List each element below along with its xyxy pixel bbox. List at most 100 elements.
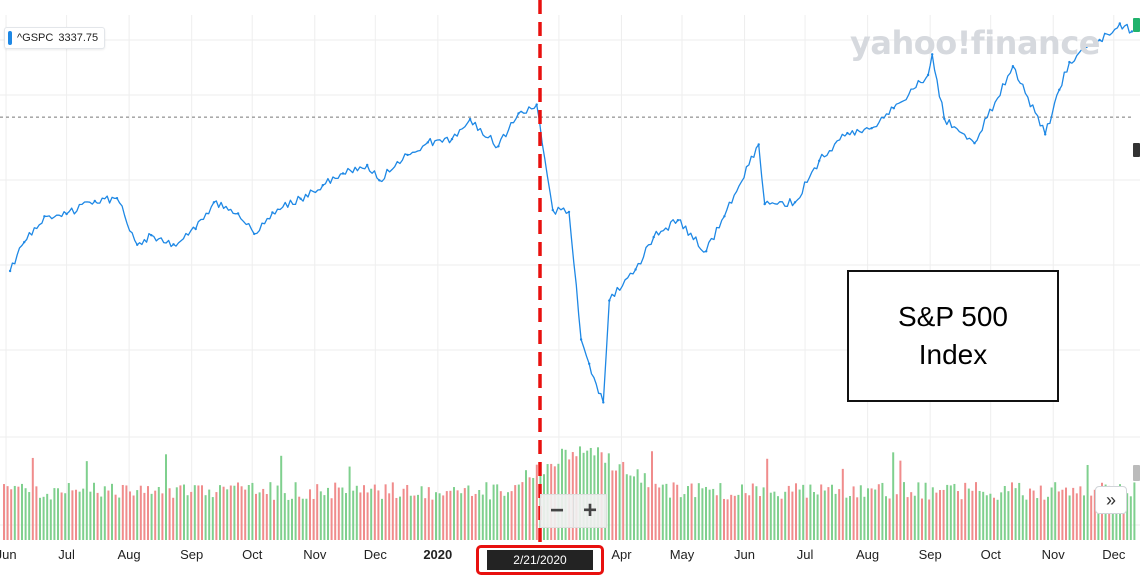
volume-bar [413,495,416,540]
volume-bar [683,494,686,540]
data-point [517,112,520,115]
x-tick-label: Apr [611,547,632,562]
volume-bar [917,482,920,540]
volume-bar [471,495,473,540]
volume-bar [334,482,337,540]
volume-bar [1014,488,1017,540]
volume-bar [460,493,463,540]
volume-bar [669,497,671,540]
volume-bar [579,446,581,540]
data-point [705,250,708,253]
data-point [450,137,454,141]
data-point [588,362,591,365]
volume-bar [798,489,801,540]
expand-chart-button[interactable]: » [1095,486,1127,514]
volume-bar [643,473,646,540]
last-price-tag [1133,18,1140,32]
volume-bar [510,491,513,540]
volume-bar [258,492,261,540]
data-point [1130,30,1134,33]
volume-bar [993,497,995,540]
volume-bar [1011,482,1013,540]
volume-bar [751,483,754,540]
volume-bar [957,491,959,540]
x-tick-label: Aug [856,547,879,562]
x-tick-label: Dec [1102,547,1126,562]
volume-bar [1072,487,1075,540]
volume-bar [453,487,455,540]
volume-bar [355,485,358,540]
data-point [299,197,302,200]
volume-bar [762,487,765,540]
data-point [236,212,240,215]
volume-bar [852,486,855,540]
volume-bar [1111,497,1114,540]
volume-bar [82,488,85,540]
volume-bar [312,498,315,540]
volume-bar [978,490,981,540]
series-line [9,22,1133,404]
volume-bar [406,484,409,540]
volume-bar [373,484,376,540]
volume-bar [665,483,668,540]
volume-bar [183,484,185,540]
volume-bar [143,492,146,540]
volume-bar [492,484,495,540]
data-point [194,227,197,231]
volume-bar [989,493,992,540]
volume-bar [1075,493,1078,540]
volume-bar [89,491,92,540]
data-point [892,107,895,110]
ticker-legend[interactable]: ^GSPC 3337.75 [4,27,106,49]
volume-bar [1133,482,1136,540]
volume-bar [856,497,859,540]
annotation-line-1: S&P 500 [897,301,1009,332]
volume-bar [1000,492,1003,540]
data-point [1118,22,1122,25]
volume-bar [528,477,531,540]
volume-bar [532,477,535,540]
volume-bar [859,485,862,540]
volume-bar [813,492,815,540]
volume-bar [21,483,23,540]
volume-bar [345,493,347,540]
volume-bar [384,484,387,540]
volume-bar [370,488,373,540]
ticker-symbol: ^GSPC [17,32,54,44]
volume-bar [118,497,121,540]
data-point [579,338,583,341]
volume-bar [13,485,16,540]
zoom-out-button[interactable]: − [540,494,574,528]
ticker-value: 3337.75 [58,32,99,44]
volume-bar [456,490,459,540]
volume-bar [193,485,196,540]
volume-bar [96,492,99,540]
volume-bar [1086,464,1089,540]
data-point [341,172,345,175]
volume-bar [589,447,592,540]
volume-bar [467,485,470,540]
volume-bar [157,486,160,540]
volume-bar [733,495,736,540]
data-point [93,199,97,203]
volume-bar [381,498,383,540]
data-point [426,141,429,144]
volume-bar [863,496,866,540]
volume-bar [939,490,941,540]
volume-bar [201,485,203,540]
volume-bar [244,489,247,540]
volume-bar [708,489,711,540]
volume-bar [103,486,106,540]
x-tick-label: Sep [180,547,203,562]
volume-bar [759,496,761,540]
volume-bar [348,466,351,540]
data-point [1068,60,1071,64]
volume-bar [935,492,938,540]
volume-bar [899,460,902,540]
volume-bar [1043,499,1046,540]
volume-bar [309,489,311,540]
previous-close-tag [1133,143,1140,157]
volume-bar [139,485,142,540]
zoom-in-button[interactable]: + [574,494,607,528]
